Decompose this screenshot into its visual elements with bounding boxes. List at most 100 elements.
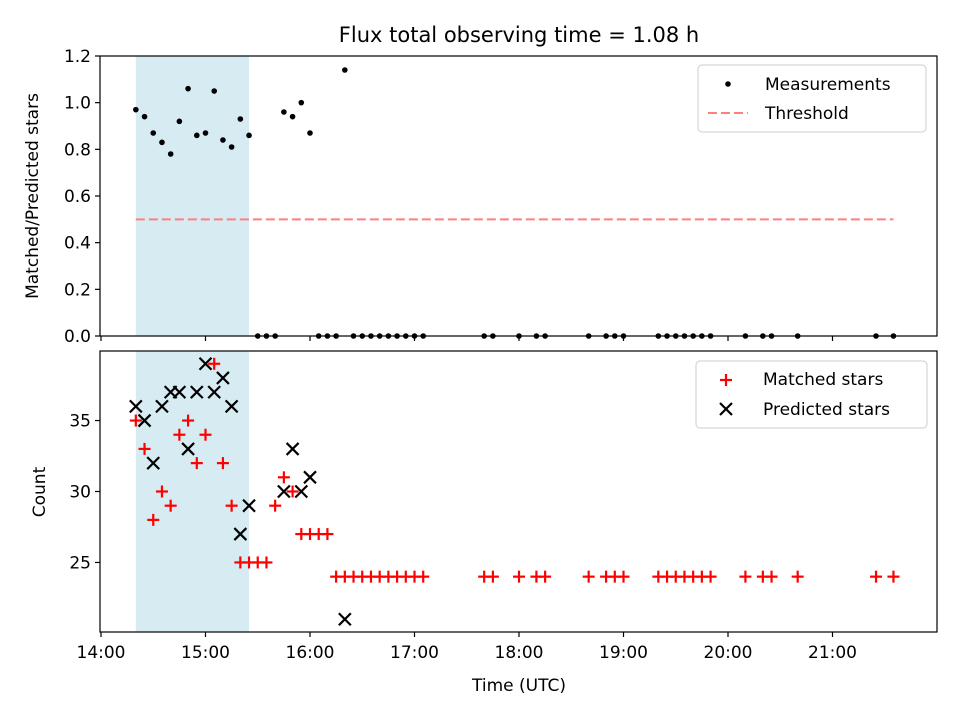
legend-label-matched-stars: Matched stars <box>763 370 883 390</box>
legend-label-predicted-stars: Predicted stars <box>763 400 890 420</box>
x-tick-label: 15:00 <box>181 643 230 663</box>
matched-star-point <box>739 570 752 583</box>
predicted-star-point <box>338 612 352 627</box>
predicted-star-point <box>233 527 248 541</box>
matched-star-point <box>486 570 499 583</box>
shaded-interval <box>135 351 250 632</box>
matched-star-point <box>147 513 160 526</box>
predicted-star-point <box>216 371 230 385</box>
matched-star-point <box>765 570 778 583</box>
shaded-interval <box>135 56 250 336</box>
predicted-star-point <box>294 484 309 499</box>
predicted-star-point <box>129 399 143 414</box>
measurement-point <box>167 151 174 157</box>
top-y-axis-label: Matched/Predicted stars <box>23 93 43 299</box>
top-legend-box <box>697 64 927 133</box>
measurement-point <box>133 106 139 113</box>
matched-star-point <box>791 570 804 583</box>
bottom-y-axis-label: Count <box>30 466 50 517</box>
measurement-point <box>176 118 183 125</box>
matched-star-point <box>286 485 299 498</box>
legend-marker-measurements <box>725 81 731 87</box>
bottom-legend: Matched stars Predicted stars <box>695 360 928 429</box>
predicted-star-point <box>198 356 213 371</box>
predicted-star-point <box>303 470 317 485</box>
y-tick-label: 0.8 <box>64 140 91 160</box>
measurement-point <box>220 137 226 143</box>
predicted-star-point <box>146 456 161 470</box>
matched-star-point <box>277 471 290 484</box>
top-panel: 0.0 0.2 0.4 0.6 0.8 1.0 1.2 Matched/Predicted … <box>23 47 938 347</box>
count-points <box>129 356 900 627</box>
x-tick-label: 17:00 <box>390 643 439 663</box>
matched-star-point <box>260 556 273 569</box>
predicted-star-point <box>172 385 187 399</box>
figure-title: Flux total observing time = 1.08 h <box>339 23 699 47</box>
bottom-panel: 25 30 35 14:00 15:00 16:00 17:00 18:00 19:00 20:… <box>30 350 938 696</box>
x-tick-label: 19:00 <box>599 643 648 663</box>
x-tick-label: 14:00 <box>77 643 126 663</box>
measurement-point <box>289 113 296 120</box>
top-x-axis-ticks <box>100 336 834 341</box>
matched-star-point <box>155 485 168 498</box>
matched-star-point <box>539 570 552 583</box>
legend-label-measurements: Measurements <box>765 75 891 95</box>
x-axis-label: Time (UTC) <box>471 676 566 696</box>
legend-marker-matched-stars <box>720 374 732 386</box>
matched-star-point <box>269 499 282 512</box>
matched-star-point <box>182 414 195 427</box>
top-y-axis-ticks: 0.0 0.2 0.4 0.6 0.8 1.0 1.2 <box>64 47 100 347</box>
measurement-point <box>342 67 348 73</box>
predicted-star-point <box>137 413 152 428</box>
x-tick-label: 20:00 <box>704 643 753 663</box>
measurement-point <box>281 109 287 115</box>
bottom-legend-box <box>695 360 928 429</box>
matched-star-point <box>208 357 221 370</box>
y-tick-label: 0.2 <box>64 280 91 300</box>
x-tick-label: 21:00 <box>808 643 857 663</box>
matched-star-point <box>199 428 212 441</box>
measurement-point <box>228 144 235 150</box>
y-tick-label: 35 <box>69 412 91 432</box>
y-tick-label: 0.4 <box>64 234 91 254</box>
matched-star-point <box>164 499 177 512</box>
measurement-point <box>141 113 148 120</box>
matched-star-point <box>225 499 238 512</box>
matched-star-point <box>513 570 525 583</box>
measurement-point <box>307 130 313 136</box>
bottom-x-axis-ticks: 14:00 15:00 16:00 17:00 18:00 19:00 20:00 21:00 <box>77 632 857 663</box>
legend-label-threshold: Threshold <box>764 104 849 124</box>
matched-star-point <box>887 570 900 583</box>
y-tick-label: 25 <box>69 553 91 573</box>
predicted-star-point <box>285 442 300 456</box>
x-tick-label: 16:00 <box>286 643 335 663</box>
predicted-star-point <box>190 385 204 399</box>
observing-window-shade <box>135 351 250 632</box>
bottom-y-axis-ticks: 25 30 35 <box>69 412 100 573</box>
measurement-point <box>211 88 218 94</box>
measurement-point <box>202 130 209 136</box>
predicted-star-point <box>155 399 169 414</box>
matched-star-point <box>129 414 142 427</box>
matched-star-point <box>582 570 595 583</box>
matched-star-point <box>190 457 203 470</box>
y-tick-label: 30 <box>69 483 91 503</box>
top-legend: Measurements Threshold <box>697 64 927 133</box>
matched-star-point <box>173 428 186 441</box>
legend-marker-predicted-stars <box>719 402 733 416</box>
matched-star-point <box>870 570 883 583</box>
matched-star-point <box>216 457 229 470</box>
measurement-point <box>150 130 157 136</box>
predicted-star-point <box>242 498 256 513</box>
matched-star-point <box>704 570 717 583</box>
matched-star-point <box>617 570 630 583</box>
measurement-point <box>237 116 244 122</box>
measurement-point <box>159 139 165 146</box>
observing-window-shade <box>135 56 250 336</box>
y-tick-label: 0.0 <box>64 327 91 347</box>
matched-star-point <box>321 528 334 541</box>
measurement-point <box>298 99 305 106</box>
measurement-point <box>185 85 191 92</box>
x-tick-label: 18:00 <box>495 643 544 663</box>
